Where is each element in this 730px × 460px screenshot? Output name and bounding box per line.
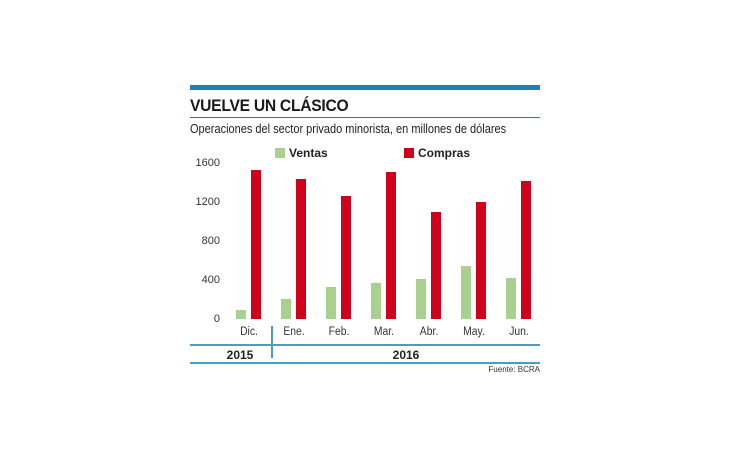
top-accent-bar xyxy=(190,85,540,90)
x-tick-label: Feb. xyxy=(328,326,349,338)
bar-compras-may xyxy=(476,202,486,319)
legend-item-ventas: Ventas xyxy=(275,146,328,160)
legend-label-compras: Compras xyxy=(418,146,471,160)
x-tick-label: Jun. xyxy=(508,326,529,338)
bar-compras-abr xyxy=(431,211,441,319)
year-separator xyxy=(271,326,273,358)
bar-ventas-feb xyxy=(326,287,336,319)
y-tick-label: 1600 xyxy=(195,157,220,169)
legend-item-compras: Compras xyxy=(404,146,470,160)
x-tick-label: Abr. xyxy=(419,326,438,338)
x-tick-label: Dic. xyxy=(239,326,258,338)
bar-ventas-may xyxy=(461,265,471,319)
bar-compras-dic xyxy=(251,169,261,319)
source-note: Fuente: BCRA xyxy=(488,365,540,374)
bar-ventas-ene xyxy=(281,299,291,319)
title-divider xyxy=(190,117,540,118)
axis-rule-lower xyxy=(190,362,540,364)
y-tick-label: 800 xyxy=(201,235,220,247)
bar-ventas-jun xyxy=(506,278,516,319)
chart-card: VUELVE UN CLÁSICO Operaciones del sector… xyxy=(190,85,540,385)
x-tick-label: Mar. xyxy=(373,326,394,338)
bar-ventas-mar xyxy=(371,282,381,319)
y-tick-label: 400 xyxy=(201,274,220,286)
year-label-2016: 2016 xyxy=(392,348,420,362)
bar-compras-mar xyxy=(386,171,396,319)
legend-swatch-ventas xyxy=(275,148,285,158)
legend-swatch-compras xyxy=(404,148,414,158)
y-tick-label: 1200 xyxy=(195,196,220,208)
chart-subtitle: Operaciones del sector privado minorista… xyxy=(190,122,507,136)
bar-compras-jun xyxy=(521,180,531,319)
axis-rule-upper xyxy=(190,344,540,346)
x-tick-label: Ene. xyxy=(282,326,305,338)
bar-ventas-abr xyxy=(416,279,426,319)
bar-ventas-dic xyxy=(236,310,246,319)
legend-label-ventas: Ventas xyxy=(289,146,328,160)
year-label-2015: 2015 xyxy=(226,348,254,362)
bar-compras-feb xyxy=(341,195,351,319)
bar-compras-ene xyxy=(296,178,306,319)
y-tick-label: 0 xyxy=(213,313,220,325)
x-tick-label: May. xyxy=(462,326,485,338)
chart-title: VUELVE UN CLÁSICO xyxy=(190,96,349,115)
